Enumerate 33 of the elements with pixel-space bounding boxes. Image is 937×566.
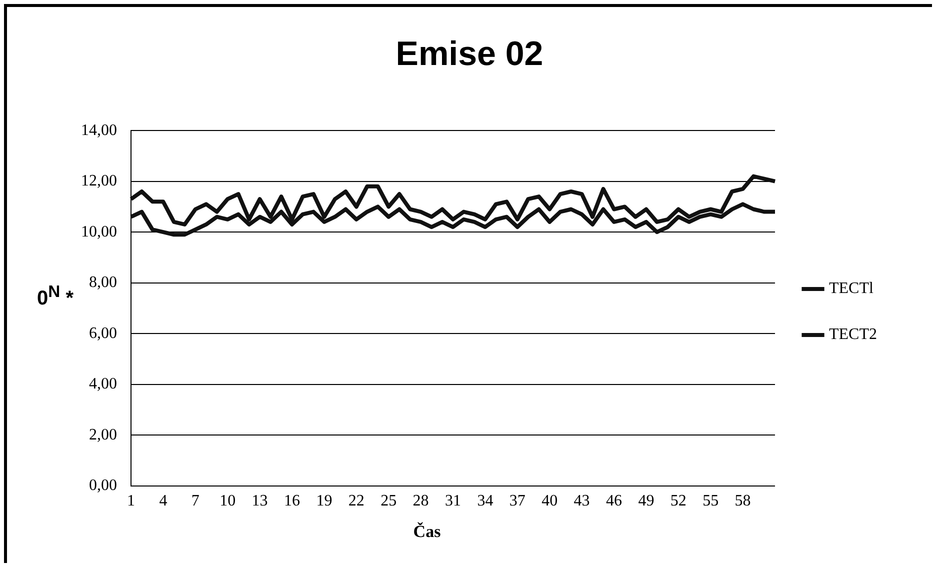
chart-title: Emise 02 [394,35,544,74]
x-tick-label: 16 [284,492,300,510]
x-tick-label: 7 [191,492,200,510]
x-tick-label: 22 [348,492,364,510]
x-tick-label: 10 [220,492,236,510]
y-tick-label: 8,00 [89,274,117,292]
x-tick-label: 25 [380,492,397,510]
y-tick-label: 14,00 [81,122,117,139]
x-tick-label: 46 [606,492,622,510]
x-tick-label: 55 [702,492,719,510]
y-tick-label: 4,00 [89,376,117,393]
x-tick-label: 28 [412,492,429,510]
x-tick-label: 1 [127,492,135,510]
x-tick-label: 37 [509,492,526,510]
legend-label: TECTl [829,280,874,298]
x-tick-label: 19 [316,492,332,510]
y-tick-label: 0,00 [89,477,117,494]
x-axis-title: Čas [412,522,442,542]
y-tick-label: 2,00 [89,426,117,444]
x-tick-label: 43 [574,492,590,510]
x-tick-label: 49 [638,492,654,510]
x-tick-label: 34 [477,492,494,510]
y-tick-label: 6,00 [89,324,117,342]
x-tick-label: 40 [542,492,558,510]
x-tick-label: 31 [445,492,462,510]
x-tick-label: 13 [252,492,268,510]
y-axis-title: 0$^{N}$ * [37,282,74,311]
x-tick-label: 52 [670,492,686,510]
x-tick-label: 58 [734,492,751,510]
legend-label: TECT2 [829,326,878,344]
y-tick-label: 10,00 [81,223,117,240]
x-tick-label: 4 [159,492,168,510]
y-tick-label: 12,00 [81,172,117,190]
